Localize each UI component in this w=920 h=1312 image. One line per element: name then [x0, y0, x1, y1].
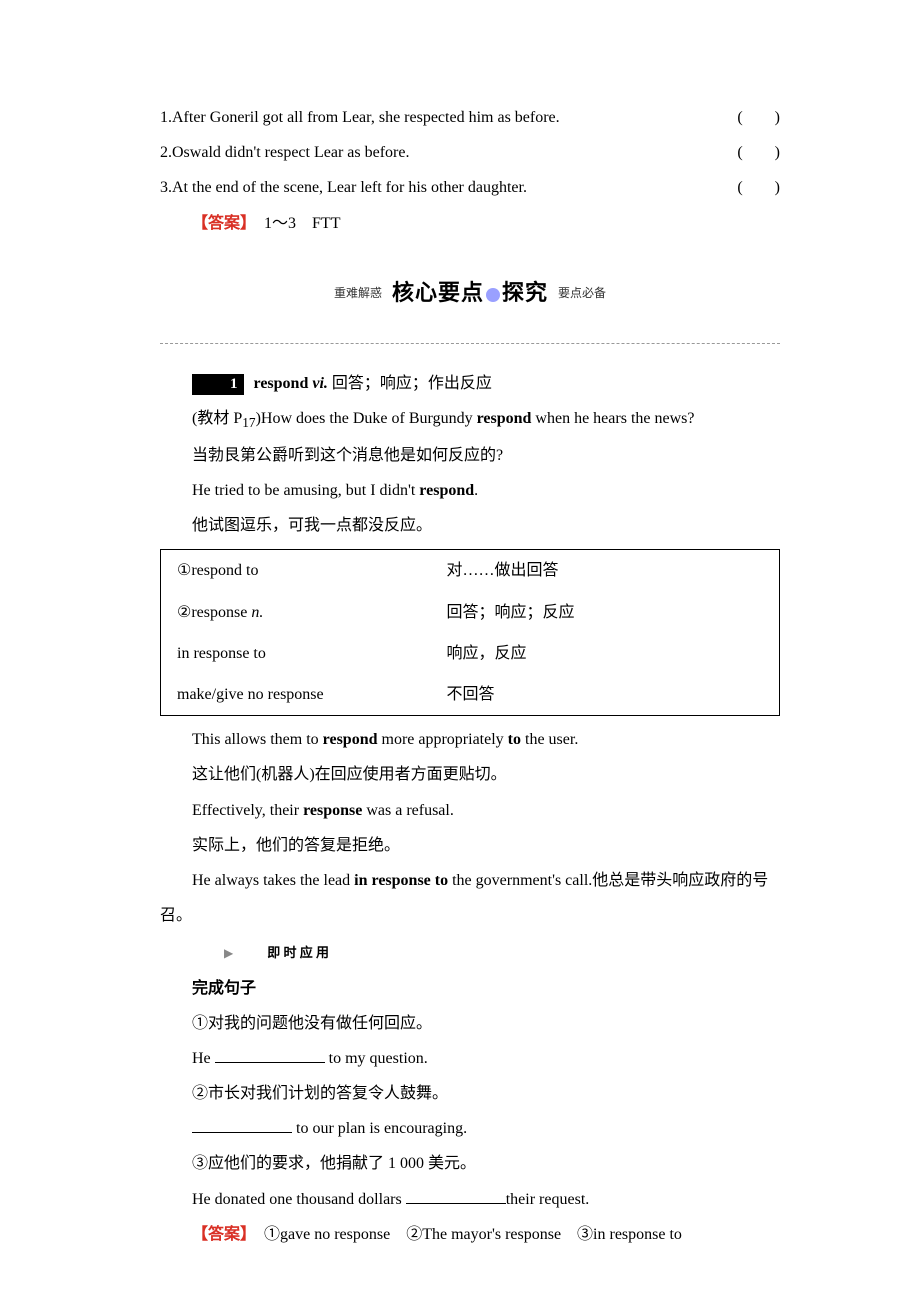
banner-title-right: 探究: [502, 280, 548, 305]
answer-label: 【答案】: [192, 1226, 248, 1243]
page: 1.After Goneril got all from Lear, she r…: [0, 0, 920, 1312]
answer-text: ①gave no response ②The mayor's response …: [248, 1226, 682, 1243]
entry-ex5: He always takes the lead in response to …: [160, 863, 780, 933]
banner-left: 重难解惑: [334, 280, 382, 306]
spacer: [160, 344, 780, 366]
vocab-right: 对……做出回答: [447, 553, 763, 588]
tf-paren: ( ): [737, 135, 780, 170]
q3-b: their request.: [506, 1191, 590, 1208]
tf-item-1: 1.After Goneril got all from Lear, she r…: [160, 100, 780, 135]
tf-item-2: 2.Oswald didn't respect Lear as before. …: [160, 135, 780, 170]
q2-b: to our plan is encouraging.: [292, 1120, 467, 1137]
answer-text: 1～3 FTT: [248, 215, 340, 232]
vocab-left: in response to: [177, 636, 447, 671]
entry-head: 1 respond vi. 回答；响应；作出反应: [160, 366, 780, 401]
ex3-c: more appropriately: [378, 731, 508, 748]
q1-en: He to my question.: [160, 1041, 780, 1076]
book-ref-sub: 17: [242, 416, 255, 431]
ex4-b: response: [303, 802, 362, 819]
vocab-left: ②response n.: [177, 595, 447, 630]
practice-title: 完成句子: [160, 971, 780, 1006]
vocab-left-b: n.: [251, 604, 263, 621]
practice-subhead: ▶ 即 时 应 用: [160, 933, 780, 970]
q3-a: He donated one thousand dollars: [192, 1191, 406, 1208]
tf-item-3: 3.At the end of the scene, Lear left for…: [160, 170, 780, 205]
subhead-text: 即 时 应 用: [235, 939, 329, 968]
book-ref-prefix: (教材 P: [192, 410, 242, 427]
vocab-right: 回答；响应；反应: [447, 595, 763, 630]
ex2-c: .: [474, 482, 478, 499]
q1-a: He: [192, 1050, 215, 1067]
q2-en: to our plan is encouraging.: [160, 1111, 780, 1146]
ex4-a: Effectively, their: [192, 802, 303, 819]
ex5-a: He always takes the lead: [192, 872, 354, 889]
vocab-table: ①respond to 对……做出回答 ②response n. 回答；响应；反…: [160, 549, 780, 716]
ex2-b: respond: [419, 482, 474, 499]
entry-ex1-en: (教材 P17)How does the Duke of Burgundy re…: [160, 401, 780, 438]
ex3-d: to: [508, 731, 521, 748]
ex3-a: This allows them to: [192, 731, 323, 748]
vocab-row: make/give no response 不回答: [161, 674, 779, 715]
vocab-row: in response to 响应，反应: [161, 633, 779, 674]
q3-en: He donated one thousand dollars their re…: [160, 1182, 780, 1217]
q1-b: to my question.: [325, 1050, 428, 1067]
vocab-row: ②response n. 回答；响应；反应: [161, 592, 779, 633]
blank: [192, 1116, 292, 1133]
entry-ex4-en: Effectively, their response was a refusa…: [160, 793, 780, 828]
ex3-b: respond: [323, 731, 378, 748]
vocab-left: make/give no response: [177, 677, 447, 712]
entry-ex3-zh: 这让他们(机器人)在回应使用者方面更贴切。: [160, 757, 780, 792]
banner-right: 要点必备: [558, 280, 606, 306]
tf-paren: ( ): [737, 100, 780, 135]
q2-zh: ②市长对我们计划的答复令人鼓舞。: [160, 1076, 780, 1111]
ex5-c: the government's call.: [448, 872, 592, 889]
ex1-b: respond: [477, 410, 532, 427]
vocab-row: ①respond to 对……做出回答: [161, 550, 779, 591]
ex2-a: He tried to be amusing, but I didn't: [192, 482, 419, 499]
banner-sep-icon: [486, 288, 500, 302]
vocab-left-a: ②response: [177, 604, 251, 621]
blank: [215, 1046, 325, 1063]
ex5-b: in response to: [354, 872, 448, 889]
tf-text: 1.After Goneril got all from Lear, she r…: [160, 100, 560, 135]
entry-ex3-en: This allows them to respond more appropr…: [160, 722, 780, 757]
answer-label: 【答案】: [192, 215, 248, 232]
section-banner: 重难解惑 核心要点探究 要点必备: [160, 269, 780, 317]
vocab-right: 不回答: [447, 677, 763, 712]
entry-pos: vi.: [312, 375, 328, 392]
tf-paren: ( ): [737, 170, 780, 205]
tf-text: 3.At the end of the scene, Lear left for…: [160, 170, 527, 205]
ex4-c: was a refusal.: [362, 802, 454, 819]
entry-num: 1: [192, 374, 244, 395]
vocab-left: ①respond to: [177, 553, 447, 588]
tf-answer: 【答案】 1～3 FTT: [160, 206, 780, 241]
entry-ex4-zh: 实际上，他们的答复是拒绝。: [160, 828, 780, 863]
ex1-c: when he hears the news?: [531, 410, 694, 427]
entry-ex1-zh: 当勃艮第公爵听到这个消息他是如何反应的?: [160, 438, 780, 473]
q3-zh: ③应他们的要求，他捐献了 1 000 美元。: [160, 1146, 780, 1181]
blank: [406, 1187, 506, 1204]
banner-title-left: 核心要点: [392, 280, 484, 305]
entry-ex2-zh: 他试图逗乐，可我一点都没反应。: [160, 508, 780, 543]
entry-ex2-en: He tried to be amusing, but I didn't res…: [160, 473, 780, 508]
banner-title: 核心要点探究: [392, 269, 548, 317]
practice-answer: 【答案】 ①gave no response ②The mayor's resp…: [160, 1217, 780, 1252]
vocab-right: 响应，反应: [447, 636, 763, 671]
entry-headword: respond: [254, 375, 309, 392]
entry-gloss: 回答；响应；作出反应: [328, 375, 492, 392]
arrow-icon: ▶: [192, 940, 231, 966]
ex1-a: How does the Duke of Burgundy: [261, 410, 477, 427]
q1-zh: ①对我的问题他没有做任何回应。: [160, 1006, 780, 1041]
tf-text: 2.Oswald didn't respect Lear as before.: [160, 135, 409, 170]
ex3-e: the user.: [521, 731, 578, 748]
